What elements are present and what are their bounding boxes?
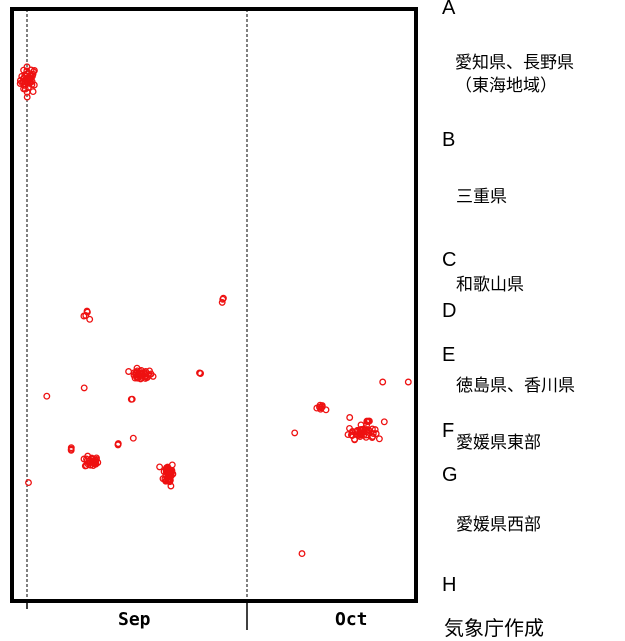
data-point-188 bbox=[25, 479, 32, 487]
region-letter-e: E bbox=[442, 344, 456, 366]
data-point-232 bbox=[380, 418, 388, 426]
data-point-138 bbox=[114, 441, 122, 449]
data-point-223 bbox=[360, 431, 368, 439]
data-point-230 bbox=[368, 434, 376, 441]
region-letter-d: D bbox=[442, 300, 457, 322]
region-label-tokushima-kagawa: 徳島県、香川県 bbox=[456, 376, 575, 396]
data-point-174 bbox=[168, 461, 176, 469]
plot-frame bbox=[10, 7, 418, 603]
data-point-46 bbox=[218, 298, 226, 306]
data-point-187 bbox=[163, 467, 171, 475]
data-point-218 bbox=[369, 430, 377, 438]
region-letter-h: H bbox=[442, 574, 457, 596]
data-point-205 bbox=[375, 435, 383, 443]
data-point-39 bbox=[30, 81, 38, 89]
data-point-35 bbox=[20, 81, 28, 89]
data-point-42 bbox=[298, 550, 306, 558]
region-label-wakayama: 和歌山県 bbox=[456, 275, 524, 295]
data-point-228 bbox=[344, 431, 352, 439]
data-point-91 bbox=[80, 384, 88, 392]
data-point-189 bbox=[291, 429, 299, 437]
data-point-48 bbox=[219, 295, 227, 303]
data-point-57 bbox=[125, 368, 133, 375]
data-point-41 bbox=[24, 79, 32, 87]
data-point-237 bbox=[363, 418, 371, 425]
data-point-209 bbox=[357, 421, 365, 429]
data-point-231 bbox=[368, 425, 376, 433]
data-point-213 bbox=[346, 424, 353, 432]
month-separators bbox=[26, 9, 248, 601]
data-point-139 bbox=[129, 434, 137, 442]
region-label-tokai: 愛知県、長野県 （東海地域） bbox=[455, 53, 574, 96]
data-point-229 bbox=[357, 431, 364, 439]
data-point-32 bbox=[21, 71, 29, 79]
data-point-131 bbox=[91, 460, 99, 468]
data-point-52 bbox=[86, 315, 94, 323]
data-point-40 bbox=[30, 67, 38, 74]
data-point-135 bbox=[67, 445, 75, 453]
data-point-83 bbox=[149, 372, 157, 380]
data-point-94 bbox=[43, 392, 51, 400]
data-point-78 bbox=[141, 374, 149, 382]
data-point-93 bbox=[128, 395, 136, 403]
data-point-45 bbox=[404, 378, 412, 386]
data-point-87 bbox=[134, 374, 142, 382]
region-letter-f: F bbox=[442, 420, 455, 442]
data-point-43 bbox=[346, 414, 354, 421]
region-letter-c: C bbox=[442, 249, 457, 271]
data-point-129 bbox=[83, 457, 91, 465]
region-letter-g: G bbox=[442, 464, 458, 486]
data-point-44 bbox=[379, 378, 387, 386]
region-letter-a: A bbox=[442, 0, 456, 19]
data-point-21 bbox=[23, 88, 31, 96]
tick-label-sep: Sep bbox=[118, 609, 151, 630]
region-label-ehime-west: 愛媛県西部 bbox=[456, 515, 541, 535]
data-point-101 bbox=[317, 405, 325, 413]
data-point-20 bbox=[29, 88, 37, 96]
tick-label-oct: Oct bbox=[335, 609, 368, 630]
data-point-25 bbox=[23, 63, 31, 71]
data-point-102 bbox=[313, 404, 321, 412]
region-label-mie: 三重県 bbox=[456, 187, 507, 207]
data-point-18 bbox=[23, 93, 31, 101]
region-letter-b: B bbox=[442, 129, 456, 151]
region-label-ehime-east: 愛媛県東部 bbox=[456, 433, 541, 453]
data-point-227 bbox=[371, 426, 379, 434]
data-point-33 bbox=[27, 74, 35, 82]
data-point-51 bbox=[83, 307, 91, 315]
credit-text: 気象庁作成 bbox=[444, 616, 544, 640]
data-point-30 bbox=[27, 66, 35, 74]
data-point-184 bbox=[167, 482, 175, 490]
data-points bbox=[16, 63, 412, 558]
data-point-90 bbox=[196, 369, 203, 377]
data-point-36 bbox=[16, 77, 24, 84]
data-point-38 bbox=[20, 66, 28, 74]
data-point-182 bbox=[156, 463, 164, 471]
data-point-132 bbox=[93, 454, 100, 462]
data-point-53 bbox=[82, 312, 90, 319]
